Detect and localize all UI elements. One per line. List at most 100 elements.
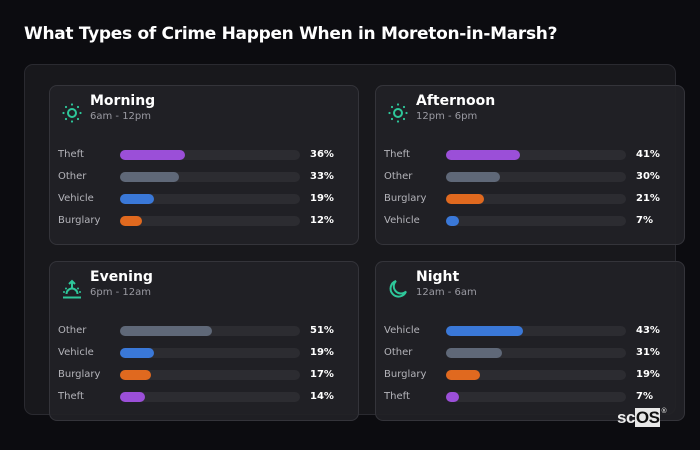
bar-label: Burglary (384, 193, 427, 204)
bar-track (120, 348, 300, 358)
bar-row-other: Other 51% (50, 324, 358, 338)
bar-value: 21% (636, 193, 660, 204)
bar-fill (120, 150, 185, 160)
bar-track (120, 370, 300, 380)
bar-track (120, 172, 300, 182)
bar-value: 19% (310, 193, 334, 204)
sun-icon (61, 102, 83, 124)
bar-label: Other (58, 171, 87, 182)
scos-logo: scOS ® (617, 408, 667, 428)
bar-fill (446, 172, 500, 182)
bar-row-vehicle: Vehicle 19% (50, 346, 358, 360)
bar-row-theft: Theft 36% (50, 148, 358, 162)
bar-fill (446, 216, 459, 226)
card-night: Night 12am - 6am Vehicle 43% Other 31% Burglar… (375, 261, 685, 421)
bar-track (120, 194, 300, 204)
bar-label: Burglary (384, 369, 427, 380)
page-title: What Types of Crime Happen When in Moret… (24, 24, 558, 44)
bar-label: Vehicle (384, 325, 420, 336)
bar-value: 43% (636, 325, 660, 336)
bar-row-theft: Theft 14% (50, 390, 358, 404)
bar-track (446, 194, 626, 204)
bar-label: Theft (58, 149, 84, 160)
bar-label: Vehicle (384, 215, 420, 226)
bar-track (446, 370, 626, 380)
bar-track (120, 392, 300, 402)
bar-label: Vehicle (58, 347, 94, 358)
bar-fill (120, 172, 180, 182)
bar-row-burglary: Burglary 17% (50, 368, 358, 382)
bar-row-burglary: Burglary 12% (50, 214, 358, 228)
bar-value: 7% (636, 215, 653, 226)
card-title: Night (416, 269, 460, 285)
bar-row-burglary: Burglary 21% (376, 192, 684, 206)
bar-track (120, 326, 300, 336)
bar-value: 14% (310, 391, 334, 402)
logo-os: OS (634, 408, 661, 427)
bar-value: 33% (310, 171, 334, 182)
card-title: Morning (90, 93, 156, 109)
card-title: Evening (90, 269, 153, 285)
card-afternoon: Afternoon 12pm - 6pm Theft 41% Other 30% Burgl… (375, 85, 685, 245)
bar-fill (446, 194, 484, 204)
bar-track (446, 348, 626, 358)
bar-fill (120, 348, 155, 358)
bar-row-other: Other 33% (50, 170, 358, 184)
bar-row-vehicle: Vehicle 43% (376, 324, 684, 338)
bar-fill (120, 370, 151, 380)
bar-track (120, 216, 300, 226)
bar-label: Other (384, 347, 413, 358)
bar-fill (120, 194, 155, 204)
logo-registered-mark: ® (661, 408, 667, 415)
bar-value: 12% (310, 215, 334, 226)
bar-label: Vehicle (58, 193, 94, 204)
bar-fill (446, 392, 459, 402)
bar-row-burglary: Burglary 19% (376, 368, 684, 382)
bar-label: Other (384, 171, 413, 182)
bar-label: Theft (384, 391, 410, 402)
bar-fill (120, 392, 146, 402)
bar-value: 41% (636, 149, 660, 160)
bar-fill (120, 216, 142, 226)
card-time-range: 12am - 6am (416, 287, 477, 298)
bar-fill (446, 348, 502, 358)
card-time-range: 12pm - 6pm (416, 111, 478, 122)
bar-row-other: Other 31% (376, 346, 684, 360)
bar-value: 19% (310, 347, 334, 358)
bar-label: Theft (58, 391, 84, 402)
bar-fill (446, 326, 524, 336)
bar-value: 19% (636, 369, 660, 380)
bar-track (446, 392, 626, 402)
bar-fill (446, 370, 481, 380)
bar-label: Theft (384, 149, 410, 160)
moon-icon (387, 278, 409, 300)
bar-row-vehicle: Vehicle 19% (50, 192, 358, 206)
bar-fill (446, 150, 520, 160)
bar-row-vehicle: Vehicle 7% (376, 214, 684, 228)
bar-value: 36% (310, 149, 334, 160)
card-morning: Morning 6am - 12pm Theft 36% Other 33% Vehicle… (49, 85, 359, 245)
bar-value: 7% (636, 391, 653, 402)
card-time-range: 6am - 12pm (90, 111, 152, 122)
bar-value: 17% (310, 369, 334, 380)
bar-label: Burglary (58, 215, 101, 226)
bar-track (446, 150, 626, 160)
bar-label: Burglary (58, 369, 101, 380)
bar-track (446, 326, 626, 336)
bar-track (446, 216, 626, 226)
card-evening: Evening 6pm - 12am Other 51% Vehicle 19% Burgl… (49, 261, 359, 421)
card-time-range: 6pm - 12am (90, 287, 152, 298)
sunset-icon (61, 278, 83, 300)
sun-icon (387, 102, 409, 124)
bar-track (446, 172, 626, 182)
card-title: Afternoon (416, 93, 496, 109)
bar-row-other: Other 30% (376, 170, 684, 184)
bar-row-theft: Theft 7% (376, 390, 684, 404)
bar-value: 31% (636, 347, 660, 358)
bar-value: 51% (310, 325, 334, 336)
bar-label: Other (58, 325, 87, 336)
bar-row-theft: Theft 41% (376, 148, 684, 162)
bar-value: 30% (636, 171, 660, 182)
bar-fill (120, 326, 212, 336)
bar-track (120, 150, 300, 160)
